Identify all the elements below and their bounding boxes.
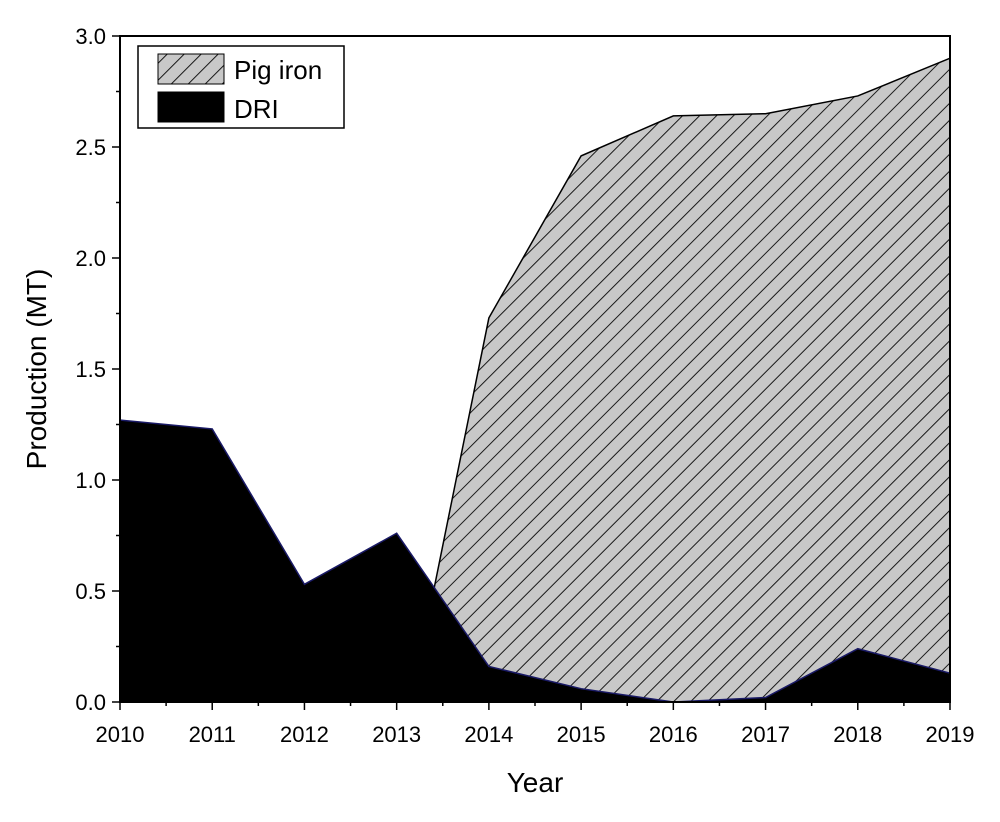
x-tick-label: 2018 [833,722,882,747]
area-series-group [119,57,951,703]
y-tick-label: 0.0 [75,690,106,715]
y-tick-label: 2.5 [75,135,106,160]
x-tick-label: 2010 [96,722,145,747]
x-tick-label: 2017 [741,722,790,747]
x-tick-label: 2019 [926,722,975,747]
y-axis: 0.0 0.5 1.0 1.5 2.0 2.5 3.0 [75,24,120,715]
legend-label-pig-iron: Pig iron [234,55,322,85]
legend-swatch-pig-iron [157,53,225,85]
y-tick-label: 1.5 [75,357,106,382]
x-axis: 2010 2011 2012 2013 2014 2015 2016 2017 2018 2019 [96,702,975,747]
x-tick-label: 2013 [372,722,421,747]
x-tick-label: 2012 [280,722,329,747]
legend-label-dri: DRI [234,94,279,124]
legend-swatch-dri [157,91,225,123]
x-tick-label: 2015 [557,722,606,747]
x-tick-label: 2014 [464,722,513,747]
legend: Pig iron DRI [137,45,345,129]
y-tick-label: 0.5 [75,579,106,604]
y-tick-label: 2.0 [75,246,106,271]
y-tick-label: 3.0 [75,24,106,49]
x-tick-label: 2011 [189,722,236,747]
y-axis-title: Production (MT) [21,269,52,470]
x-axis-title: Year [507,767,564,798]
x-tick-label: 2016 [649,722,698,747]
y-tick-label: 1.0 [75,468,106,493]
